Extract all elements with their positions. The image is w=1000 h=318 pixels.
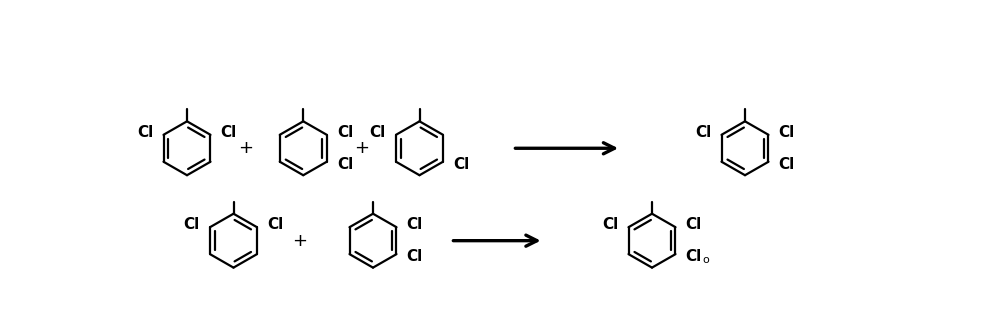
- Text: +: +: [238, 139, 253, 157]
- Text: Cl: Cl: [695, 125, 711, 140]
- Text: Cl: Cl: [137, 125, 153, 140]
- Text: o: o: [703, 255, 709, 265]
- Text: +: +: [354, 139, 369, 157]
- Text: +: +: [292, 232, 307, 250]
- Text: Cl: Cl: [779, 125, 795, 140]
- Text: Cl: Cl: [779, 156, 795, 171]
- Text: Cl: Cl: [221, 125, 237, 140]
- Text: Cl: Cl: [453, 156, 469, 171]
- Text: Cl: Cl: [407, 249, 423, 264]
- Text: Cl: Cl: [184, 218, 200, 232]
- Text: Cl: Cl: [686, 218, 702, 232]
- Text: Cl: Cl: [267, 218, 283, 232]
- Text: Cl: Cl: [686, 249, 702, 264]
- Text: Cl: Cl: [337, 156, 353, 171]
- Text: Cl: Cl: [370, 125, 386, 140]
- Text: Cl: Cl: [337, 125, 353, 140]
- Text: Cl: Cl: [602, 218, 618, 232]
- Text: Cl: Cl: [407, 218, 423, 232]
